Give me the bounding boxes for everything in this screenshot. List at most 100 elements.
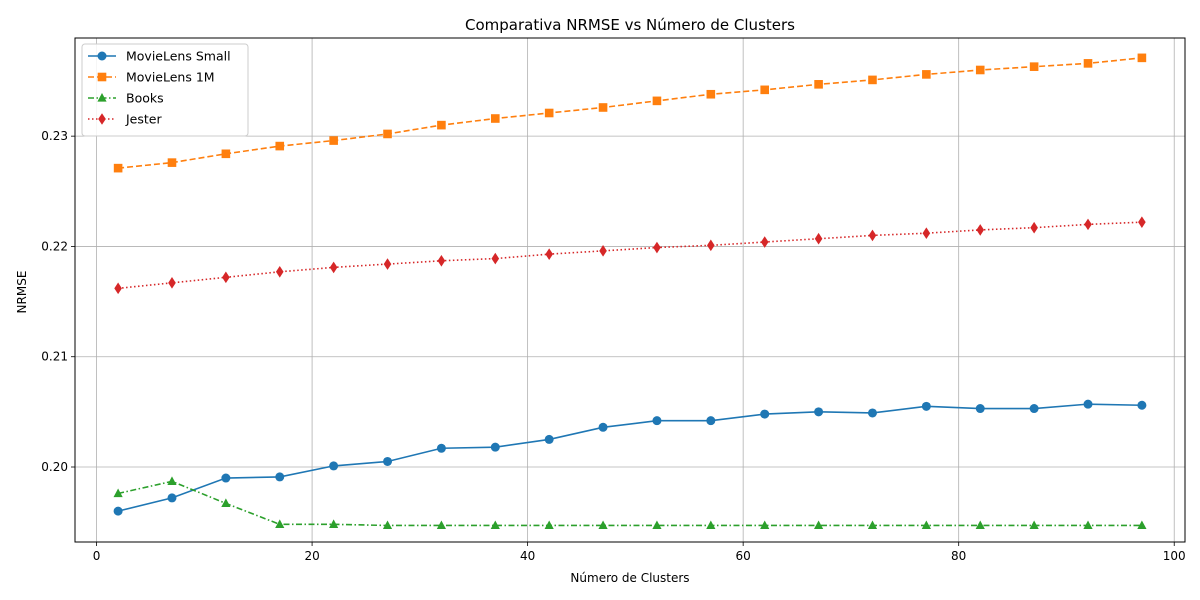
data-point-books: [113, 488, 123, 498]
series-movielens-small: [113, 399, 1147, 516]
y-tick-label: 0.20: [41, 460, 68, 474]
data-point-jester: [760, 236, 769, 248]
data-point-movielens-small: [706, 416, 716, 426]
data-point-jester: [1030, 221, 1038, 234]
data-point-movielens-1m: [544, 108, 554, 118]
data-point-jester: [114, 282, 122, 295]
legend: MovieLens Small MovieLens 1M Books Jester: [81, 43, 249, 137]
data-point-books: [329, 519, 339, 528]
data-point-books: [921, 520, 931, 530]
data-point-books: [975, 520, 985, 530]
data-point-movielens-1m: [383, 129, 392, 139]
data-point-movielens-small: [598, 422, 608, 432]
data-point-movielens-small: [652, 416, 662, 426]
legend-label: MovieLens Small: [126, 49, 231, 64]
data-point-jester: [437, 254, 446, 267]
data-point-jester: [545, 248, 553, 260]
data-point-movielens-1m: [167, 158, 177, 167]
y-tick-label: 0.23: [41, 129, 68, 143]
data-point-movielens-small: [867, 408, 877, 418]
x-axis-label: Número de Clusters: [570, 571, 689, 585]
legend-item-jester: Jester: [88, 112, 162, 127]
data-point-movielens-small: [167, 493, 177, 503]
series-jester: [114, 216, 1146, 295]
series-line-books: [117, 480, 1142, 527]
data-point-books: [436, 520, 447, 530]
y-tick-label: 0.22: [41, 239, 68, 253]
data-point-movielens-1m: [814, 80, 823, 89]
data-point-jester: [653, 241, 661, 254]
plot-area: [74, 37, 1186, 543]
data-point-movielens-small: [113, 506, 123, 516]
data-point-jester: [222, 271, 230, 284]
legend-item-books: Books: [88, 91, 164, 106]
y-axis-ticks: 0.20 0.21 0.22 0.23: [41, 129, 75, 474]
y-axis-label: NRMSE: [15, 271, 29, 314]
series-layer: [113, 53, 1147, 530]
data-point-movielens-small: [544, 434, 554, 444]
legend-label: Jester: [125, 112, 162, 127]
data-point-books: [706, 520, 716, 530]
data-point-books: [544, 520, 554, 530]
data-point-books: [221, 498, 231, 508]
x-axis-ticks: 0 20 40 60 80 100: [93, 542, 1186, 563]
data-point-movielens-small: [1083, 399, 1093, 409]
data-point-books: [760, 520, 770, 530]
data-point-books: [382, 520, 393, 530]
data-point-books: [598, 520, 608, 530]
data-point-jester: [814, 232, 823, 245]
data-point-movielens-small: [921, 401, 931, 411]
data-point-books: [652, 520, 662, 530]
series-books: [113, 476, 1147, 530]
data-point-books: [813, 520, 824, 530]
data-point-movielens-1m: [275, 141, 285, 151]
data-point-books: [275, 519, 285, 528]
data-point-movielens-1m: [1029, 62, 1039, 71]
x-tick-label: 20: [304, 549, 319, 563]
data-point-jester: [1084, 218, 1092, 231]
plot-frame: [74, 37, 1186, 543]
data-point-books: [1029, 520, 1039, 530]
data-point-jester: [707, 239, 715, 252]
data-point-jester: [922, 227, 931, 240]
data-point-movielens-small: [221, 473, 231, 483]
chart-title: Comparativa NRMSE vs Número de Clusters: [465, 16, 795, 34]
data-point-movielens-small: [1029, 404, 1039, 414]
x-tick-label: 0: [93, 549, 101, 563]
legend-item-movielens-1m: MovieLens 1M: [88, 70, 215, 85]
data-point-movielens-1m: [652, 96, 662, 106]
legend-marker: [97, 93, 107, 102]
data-point-jester: [976, 224, 985, 236]
data-point-jester: [275, 266, 284, 278]
data-point-books: [1137, 520, 1147, 530]
data-point-jester: [168, 277, 176, 289]
data-point-books: [867, 520, 878, 530]
series-line-jester: [118, 221, 1142, 290]
series-movielens-1m: [113, 53, 1147, 173]
data-point-jester: [599, 245, 607, 257]
grid-lines: [75, 38, 1185, 542]
data-point-movielens-1m: [113, 163, 123, 173]
legend-marker: [97, 51, 107, 61]
legend-marker: [98, 113, 106, 125]
y-tick-label: 0.21: [41, 350, 68, 364]
legend-label: MovieLens 1M: [126, 70, 215, 85]
data-point-movielens-small: [1137, 400, 1147, 410]
series-line-movielens-small: [117, 403, 1142, 512]
data-point-movielens-1m: [221, 149, 231, 159]
data-point-movielens-1m: [329, 136, 338, 145]
data-point-jester: [1138, 216, 1146, 228]
data-point-movielens-1m: [975, 65, 985, 75]
data-point-books: [167, 476, 177, 485]
plot-background: [75, 38, 1185, 542]
data-point-movielens-small: [760, 409, 770, 419]
data-point-movielens-1m: [1083, 59, 1093, 68]
data-point-movielens-1m: [437, 120, 446, 130]
legend-label: Books: [126, 91, 164, 106]
data-point-jester: [868, 229, 877, 242]
data-point-jester: [329, 261, 338, 274]
data-point-movielens-small: [814, 407, 824, 417]
x-tick-label: 100: [1163, 549, 1186, 563]
data-point-jester: [383, 258, 392, 270]
